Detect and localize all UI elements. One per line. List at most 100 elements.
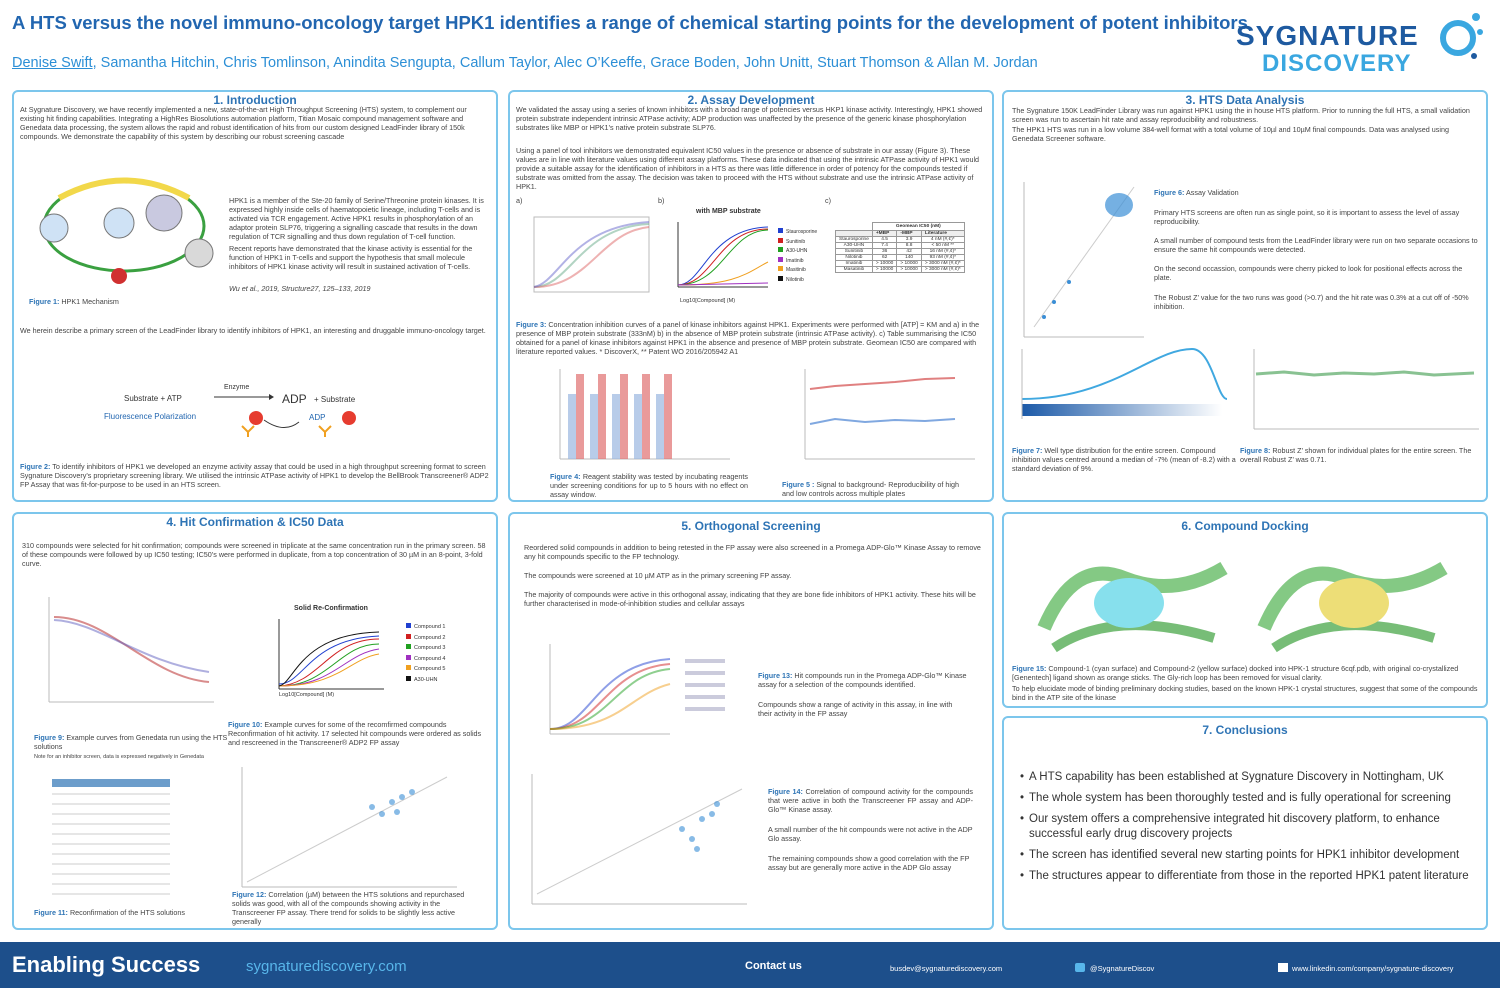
table-cell: Masatinib bbox=[835, 266, 873, 273]
legend-item: Compound 5 bbox=[406, 664, 446, 675]
panel-label: b) bbox=[658, 196, 665, 205]
figure-7-distribution bbox=[1021, 347, 1228, 419]
figure-caption: Figure 9: Example curves from Genedata r… bbox=[34, 733, 234, 751]
bullet: • bbox=[1020, 849, 1025, 861]
legend-label: Sunitinib bbox=[786, 238, 806, 245]
figure-caption: Figure 14: Correlation of compound activ… bbox=[768, 787, 973, 814]
table-cell: > 10000 bbox=[896, 266, 922, 273]
paragraph: The HPK1 HTS was run in a low volume 384… bbox=[1012, 125, 1449, 143]
figure-caption: Figure 7: Well type distribution for the… bbox=[1012, 446, 1237, 473]
conclusion-text: The structures appear to differentiate f… bbox=[1029, 870, 1469, 882]
legend-label: Compound 5 bbox=[414, 666, 446, 672]
bullet: • bbox=[1020, 813, 1025, 825]
twitter[interactable]: @SygnatureDiscov bbox=[1090, 964, 1155, 973]
email[interactable]: busdev@sygnaturediscovery.com bbox=[890, 964, 1003, 973]
paragraph: At Sygnature Discovery, we have recently… bbox=[20, 105, 467, 141]
conclusion-item: • Our system offers a comprehensive integ… bbox=[1020, 812, 1482, 842]
legend-label: Compound 4 bbox=[414, 655, 446, 662]
legend-item: Compound 2 bbox=[406, 633, 446, 644]
panel-docking: 6. Compound Docking Figure 15: Compound-… bbox=[1002, 512, 1488, 708]
figure-14-scatter bbox=[531, 774, 747, 905]
legend-swatch bbox=[778, 228, 783, 233]
twitter-icon bbox=[1075, 963, 1085, 972]
scheme-text: + Substrate bbox=[314, 395, 356, 404]
legend-swatch bbox=[778, 275, 783, 281]
figure-label: Figure 4: bbox=[550, 472, 581, 481]
scheme-text: ADP bbox=[282, 392, 307, 406]
poster-title: A HTS versus the novel immuno-oncology t… bbox=[12, 12, 1248, 33]
table-cell: > 10000 bbox=[871, 260, 898, 267]
legend-swatch bbox=[778, 247, 783, 252]
conclusion-text: The screen has identified several new st… bbox=[1029, 849, 1460, 861]
legend: Compound 1 Compound 2 Compound 3 Compound 4… bbox=[406, 622, 446, 685]
panel-hit-confirmation: 4. Hit Confirmation & IC50 Data 310 comp… bbox=[12, 512, 498, 930]
figure-text: Example curves from Genedata run using t… bbox=[34, 733, 228, 751]
figure-caption: Figure 12: Correlation (µM) between the … bbox=[232, 890, 482, 926]
table-row: A30-UHN 7.4 8.8 < 50 nM ** bbox=[835, 242, 965, 249]
figure-label: Figure 15: bbox=[1012, 664, 1047, 673]
table-row: Geomean IC50 (nM) bbox=[836, 222, 965, 231]
legend-label: Masitinib bbox=[786, 267, 806, 273]
figure-text: HPK1 Mechanism bbox=[59, 297, 119, 306]
legend-swatch bbox=[406, 675, 411, 681]
scheme-text: Substrate + ATP bbox=[124, 394, 182, 403]
figure-label: Figure 14: bbox=[768, 787, 803, 796]
panel-assay: 2. Assay Development We validated the as… bbox=[508, 90, 994, 502]
figure-1-diagram bbox=[39, 177, 214, 284]
table-row: Imatinib > 10000 > 10000 > 3000 nM (#,¢)* bbox=[835, 260, 965, 267]
figure-label: Figure 11: bbox=[34, 908, 68, 917]
conclusion-text: The whole system has been thoroughly tes… bbox=[1029, 792, 1451, 804]
legend-item: Compound 4 bbox=[406, 654, 446, 665]
figure-label: Figure 5 : bbox=[782, 480, 815, 489]
paragraph: A small number of compound tests from th… bbox=[1154, 236, 1478, 254]
paragraph: To help elucidate mode of binding prelim… bbox=[1012, 684, 1478, 702]
legend-swatch bbox=[406, 633, 411, 639]
figure-caption: Figure 2: To identify inhibitors of HPK1… bbox=[20, 462, 490, 489]
figure-text: Reconfirmation of the HTS solutions bbox=[67, 908, 186, 917]
linkedin[interactable]: www.linkedin.com/company/sygnature-disco… bbox=[1292, 964, 1454, 973]
conclusion-list: • A HTS capability has been established a… bbox=[1004, 770, 1482, 890]
figure-text: Example curves for some of the recomfirm… bbox=[228, 720, 482, 747]
logo-top: SYGNATURE bbox=[1236, 20, 1419, 51]
figure-caption: Figure 8: Robust Z’ shown for individual… bbox=[1240, 446, 1480, 464]
paragraph: We validated the assay using a series of… bbox=[516, 105, 983, 132]
figure-11-table bbox=[52, 779, 170, 895]
legend-swatch bbox=[406, 654, 411, 660]
legend-item: Masitinib bbox=[778, 266, 817, 276]
figure-caption: Figure 1: HPK1 Mechanism bbox=[29, 297, 119, 306]
panel-label: c) bbox=[825, 196, 831, 205]
citation: Wu et al., 2019, Structure27, 125–133, 2… bbox=[229, 284, 371, 293]
linkedin-icon bbox=[1278, 963, 1288, 972]
figure-note: Note for an inhibitor screen, data is ex… bbox=[34, 754, 204, 760]
legend-swatch bbox=[406, 623, 411, 628]
section-title: 3. HTS Data Analysis bbox=[1185, 93, 1305, 107]
website[interactable]: sygnaturediscovery.com bbox=[246, 958, 407, 975]
bullet: • bbox=[1020, 771, 1025, 783]
legend-swatch bbox=[406, 665, 411, 670]
scheme-text: Enzyme bbox=[224, 384, 250, 391]
legend-swatch bbox=[778, 266, 783, 271]
scheme-arrows bbox=[214, 394, 356, 437]
legend-swatch bbox=[406, 644, 411, 649]
table-cell: > 10000 bbox=[896, 260, 922, 267]
figure-caption: Figure 5 : Signal to background- Reprodu… bbox=[782, 480, 962, 498]
figure-caption: Figure 15: Compound-1 (cyan surface) and… bbox=[1012, 664, 1482, 682]
conclusion-item: • The screen has identified several new s… bbox=[1020, 848, 1482, 863]
paragraph: The majority of compounds were active in… bbox=[524, 590, 976, 608]
figure-caption: Figure 3: Concentration inhibition curve… bbox=[516, 320, 986, 356]
paragraph: We herein describe a primary screen of t… bbox=[20, 326, 486, 335]
paragraph: A small number of the hit compounds were… bbox=[768, 825, 973, 843]
first-author[interactable]: Denise Swift bbox=[12, 55, 93, 71]
paragraph: Compounds show a range of activity in th… bbox=[758, 700, 953, 718]
figure-text: Well type distribution for the entire sc… bbox=[1012, 446, 1236, 473]
bullet: • bbox=[1020, 792, 1025, 804]
table-cell: > 3000 nM (#,¢)* bbox=[920, 266, 965, 273]
paragraph: Recent reports have demonstrated that th… bbox=[229, 244, 473, 271]
section-title: 6. Compound Docking bbox=[1181, 519, 1309, 533]
legend-item: A30-UHN bbox=[406, 675, 446, 686]
figure-6-scatter bbox=[1023, 182, 1144, 338]
figure-text: Signal to background- Reproducibility of… bbox=[782, 480, 959, 498]
panel-conclusions: 7. Conclusions • A HTS capability has bee… bbox=[1002, 716, 1488, 930]
paragraph: 310 compounds were selected for hit conf… bbox=[22, 541, 486, 568]
conclusion-text: Our system offers a comprehensive integr… bbox=[1029, 813, 1440, 840]
